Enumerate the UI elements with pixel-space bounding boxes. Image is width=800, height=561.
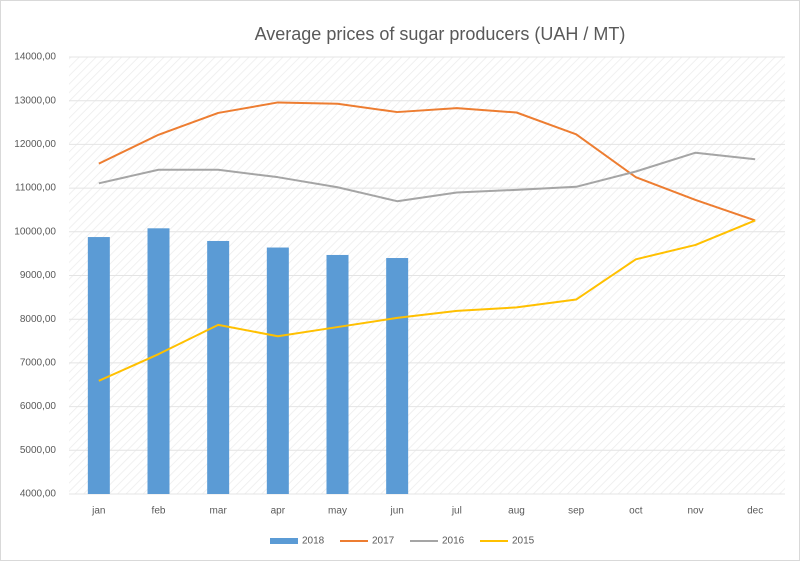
bar	[87, 237, 110, 494]
x-tick-label: aug	[508, 506, 525, 517]
bar	[207, 240, 230, 494]
y-tick-label: 5000,00	[20, 445, 57, 456]
legend-label: 2015	[512, 536, 535, 547]
y-tick-label: 9000,00	[20, 270, 57, 281]
y-tick-label: 12000,00	[14, 139, 56, 150]
bar	[147, 228, 170, 494]
legend-swatch	[270, 538, 298, 544]
x-tick-label: apr	[271, 506, 286, 517]
bar	[386, 258, 409, 494]
y-tick-label: 13000,00	[14, 95, 56, 106]
x-tick-label: may	[328, 506, 347, 517]
y-tick-label: 8000,00	[20, 314, 57, 325]
y-tick-label: 6000,00	[20, 401, 57, 412]
line-series	[98, 219, 756, 382]
bar	[326, 254, 349, 494]
line-series	[98, 101, 756, 222]
y-tick-label: 11000,00	[15, 183, 56, 194]
y-tick-label: 4000,00	[20, 489, 57, 500]
legend-label: 2016	[442, 536, 465, 547]
x-tick-label: nov	[687, 506, 703, 517]
x-tick-label: feb	[152, 506, 166, 517]
y-tick-label: 10000,00	[14, 226, 56, 237]
x-tick-label: dec	[747, 506, 763, 517]
x-tick-label: sep	[568, 506, 585, 517]
line-series	[98, 151, 756, 203]
x-tick-label: oct	[629, 506, 643, 517]
bar	[266, 247, 289, 494]
y-tick-label: 14000,00	[14, 52, 56, 63]
chart-title: Average prices of sugar producers (UAH /…	[255, 24, 626, 44]
x-tick-label: jul	[451, 506, 462, 517]
x-tick-label: jan	[91, 506, 105, 517]
y-tick-label: 7000,00	[20, 358, 57, 369]
legend-label: 2018	[302, 536, 325, 547]
legend-label: 2017	[372, 536, 395, 547]
x-tick-label: jun	[389, 506, 403, 517]
x-tick-label: mar	[210, 506, 228, 517]
